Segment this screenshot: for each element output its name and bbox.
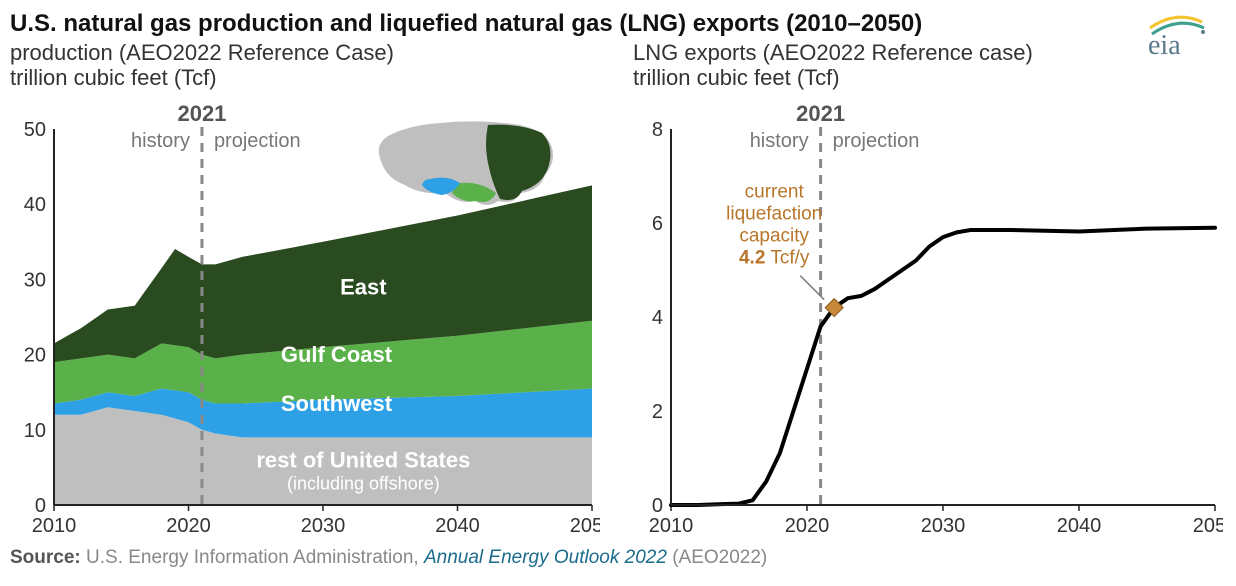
svg-text:history: history [750, 130, 809, 152]
svg-text:projection: projection [214, 130, 301, 152]
svg-text:East: East [340, 274, 387, 299]
svg-text:2040: 2040 [1057, 515, 1102, 537]
svg-text:4: 4 [652, 307, 663, 329]
svg-text:4.2 Tcf/y: 4.2 Tcf/y [739, 247, 810, 268]
svg-text:Southwest: Southwest [281, 391, 393, 416]
svg-text:20: 20 [24, 344, 46, 366]
svg-text:projection: projection [833, 130, 920, 152]
production-chart-column: production (AEO2022 Reference Case) tril… [10, 40, 603, 541]
svg-text:capacity: capacity [739, 225, 809, 246]
svg-text:rest of United States: rest of United States [256, 447, 470, 472]
svg-text:2050: 2050 [1193, 515, 1223, 537]
right-subtitle-2: trillion cubic feet (Tcf) [633, 65, 1226, 90]
production-chart: 01020304050201020202030204020502021histo… [10, 101, 600, 541]
main-title: U.S. natural gas production and liquefie… [10, 10, 1226, 38]
svg-text:2010: 2010 [32, 515, 77, 537]
svg-text:(including offshore): (including offshore) [287, 473, 440, 493]
svg-text:30: 30 [24, 269, 46, 291]
svg-text:0: 0 [652, 495, 663, 517]
left-subtitle-1: production (AEO2022 Reference Case) [10, 40, 603, 65]
exports-chart-column: LNG exports (AEO2022 Reference case) tri… [633, 40, 1226, 541]
svg-text:2021: 2021 [796, 101, 845, 126]
source-italic: Annual Energy Outlook 2022 [424, 547, 667, 568]
svg-text:2050: 2050 [570, 515, 600, 537]
svg-text:40: 40 [24, 194, 46, 216]
source-line: Source: U.S. Energy Information Administ… [10, 547, 1226, 569]
svg-text:2040: 2040 [435, 515, 480, 537]
svg-text:10: 10 [24, 419, 46, 441]
svg-text:2020: 2020 [166, 515, 211, 537]
svg-text:liquefaction: liquefaction [726, 203, 822, 224]
svg-text:8: 8 [652, 119, 663, 141]
source-text2: (AEO2022) [667, 547, 767, 568]
source-label: Source: [10, 547, 81, 568]
svg-text:2030: 2030 [301, 515, 346, 537]
svg-text:2020: 2020 [785, 515, 830, 537]
svg-text:current: current [745, 181, 805, 202]
source-text1: U.S. Energy Information Administration, [81, 547, 424, 568]
svg-text:2: 2 [652, 401, 663, 423]
svg-text:2021: 2021 [177, 101, 226, 126]
right-subtitle-1: LNG exports (AEO2022 Reference case) [633, 40, 1226, 65]
exports-chart: 0 2 4 6 8 2010 2020 2030 2040 2050 2021 history proj… [633, 101, 1223, 541]
svg-text:2030: 2030 [921, 515, 966, 537]
left-subtitle-2: trillion cubic feet (Tcf) [10, 65, 603, 90]
svg-text:0: 0 [35, 495, 46, 517]
svg-text:history: history [131, 130, 190, 152]
us-map-icon [379, 121, 553, 205]
svg-text:2010: 2010 [649, 515, 694, 537]
svg-text:6: 6 [652, 213, 663, 235]
svg-text:Gulf Coast: Gulf Coast [281, 342, 393, 367]
svg-text:50: 50 [24, 119, 46, 141]
lng-export-line [671, 227, 1215, 504]
